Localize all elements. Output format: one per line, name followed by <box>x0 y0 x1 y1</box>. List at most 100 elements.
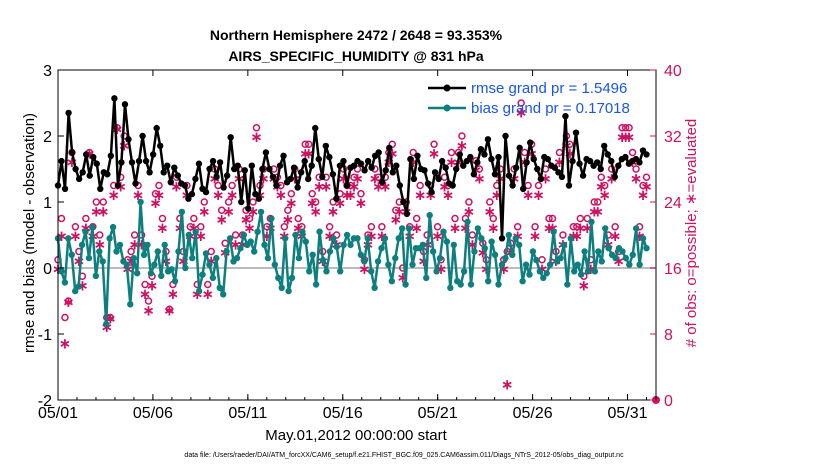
x-tick-label: 05/31 <box>608 405 648 422</box>
bias-point <box>144 241 151 249</box>
obs-possible-point <box>92 198 101 206</box>
bias-point <box>581 248 588 255</box>
bias-point <box>619 248 626 255</box>
rmse-point <box>68 149 76 156</box>
rmse-point <box>491 171 499 178</box>
bias-point <box>281 235 289 242</box>
obs-possible-point <box>531 223 539 231</box>
y-tick-label: 0 <box>43 261 52 278</box>
bias-point <box>595 248 602 255</box>
bias-line <box>56 200 648 326</box>
obs-possible-point <box>378 223 386 231</box>
rmse-point <box>438 157 446 165</box>
obs-possible-point <box>621 124 630 132</box>
bias-point <box>546 261 554 268</box>
bias-point <box>385 261 392 268</box>
bias-point <box>398 225 406 232</box>
rmse-point <box>537 175 544 183</box>
obs-evaluated-point: ∗ <box>588 202 601 220</box>
rmse-point <box>61 185 69 192</box>
rmse-point <box>319 173 326 181</box>
obs-evaluated-point: ∗ <box>344 186 357 204</box>
obs-possible-point <box>203 280 212 289</box>
obs-evaluated-point: ∗ <box>153 186 166 204</box>
y-tick-label: -1 <box>38 327 52 344</box>
bias-point <box>602 225 609 232</box>
bias-point <box>316 228 323 235</box>
rmse-point <box>593 159 601 166</box>
obs-possible-point <box>127 247 135 256</box>
obs-evaluated-point: ∗ <box>250 128 263 146</box>
rmse-point <box>495 153 502 161</box>
legend-bias-text: bias grand pr = 0.17018 <box>471 100 630 117</box>
rmse-point <box>424 180 432 187</box>
bias-point <box>388 278 396 285</box>
bias-point <box>405 225 413 232</box>
obs-possible-point <box>416 181 424 190</box>
bias-point <box>109 223 117 231</box>
rmse-point <box>209 157 217 165</box>
bias-point <box>505 231 513 239</box>
obs-possible-point <box>534 181 543 190</box>
bias-point <box>519 278 526 285</box>
rmse-point <box>442 164 449 171</box>
rmse-point <box>188 190 196 198</box>
obs-possible-point <box>458 132 466 140</box>
rmse-point <box>269 173 277 181</box>
rmse-point <box>213 173 220 181</box>
y-right-tick-label: 40 <box>664 63 682 80</box>
rmse-point <box>252 190 259 198</box>
rmse-point <box>146 169 153 176</box>
obs-possible-point <box>611 223 619 231</box>
obs-possible-point <box>64 297 73 305</box>
bias-point <box>367 268 375 275</box>
bias-point <box>632 225 640 232</box>
bias-point <box>509 251 516 258</box>
obs-possible-point <box>130 231 139 239</box>
obs-possible-point <box>465 198 473 206</box>
obs-possible-point <box>367 223 376 231</box>
bias-point <box>192 228 199 235</box>
y-axis-right-label: # of obs: o=possible; ∗=evaluated <box>683 119 700 348</box>
bias-point <box>295 254 303 262</box>
obs-possible-point <box>155 181 163 190</box>
bias-point <box>478 235 485 242</box>
rmse-point <box>167 179 174 186</box>
obs-possible-point <box>489 214 498 223</box>
obs-possible-point <box>151 190 160 198</box>
rmse-point <box>509 182 516 189</box>
obs-possible-point <box>524 181 532 190</box>
bias-point <box>288 274 296 282</box>
rmse-point <box>329 171 337 178</box>
obs-possible-point <box>625 124 633 132</box>
obs-evaluated-point: ∗ <box>240 211 253 229</box>
rmse-point <box>248 162 256 169</box>
obs-evaluated-point: ∗ <box>619 128 632 146</box>
obs-possible-point <box>451 214 459 223</box>
rmse-point <box>622 153 629 161</box>
rmse-point <box>90 153 97 161</box>
rmse-point <box>428 188 435 196</box>
obs-possible-point <box>96 231 104 239</box>
y-tick-label: 1 <box>43 195 52 212</box>
rmse-point <box>611 173 618 181</box>
bias-point <box>65 235 72 242</box>
legend-rmse-text: rmse grand pr = 1.5496 <box>471 80 627 97</box>
chart-title: Northern Hemisphere 2472 / 2648 = 93.353… <box>210 27 503 43</box>
obs-possible-point <box>245 214 254 223</box>
bias-point <box>612 254 619 262</box>
chart-subtitle: AIRS_SPECIFIC_HUMIDITY @ 831 hPa <box>228 48 484 64</box>
bias-point <box>395 235 402 242</box>
rmse-point <box>505 172 513 179</box>
obs-evaluated-point: ∗ <box>591 202 604 220</box>
bias-point <box>147 270 155 277</box>
obs-evaluated-point: ∗ <box>532 186 545 204</box>
rmse-point <box>608 157 615 165</box>
rmse-point <box>484 136 492 143</box>
rmse-point <box>135 157 143 165</box>
obs-evaluated-point: ∗ <box>309 202 322 220</box>
bias-point <box>591 268 599 275</box>
rmse-point <box>266 165 273 173</box>
obs-evaluated-point: ∗ <box>578 277 591 295</box>
bias-point <box>323 268 330 275</box>
